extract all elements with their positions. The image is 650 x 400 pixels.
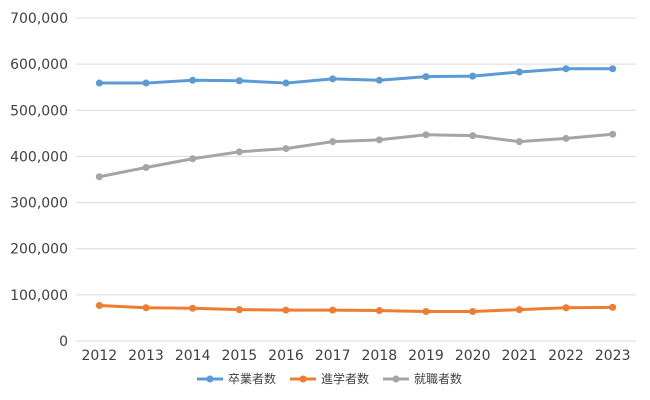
- data-point: [422, 307, 430, 315]
- x-axis-tick-labels: 2012 2013 2014 2015 2016 2017 2018 2019 2020 2021…: [82, 348, 631, 364]
- data-point: [609, 65, 617, 73]
- data-point: [189, 155, 197, 163]
- x-tick-label: 2016: [268, 348, 304, 364]
- data-point: [142, 79, 150, 87]
- data-point: [95, 79, 103, 87]
- data-point: [95, 301, 103, 309]
- data-point: [609, 130, 617, 138]
- data-point: [562, 65, 570, 73]
- series-line: [97, 303, 615, 313]
- data-point: [282, 79, 290, 87]
- legend-marker-icon: [392, 375, 400, 383]
- x-tick-label: 2013: [128, 348, 164, 364]
- data-point: [282, 306, 290, 314]
- data-point: [515, 306, 523, 314]
- data-point: [469, 307, 477, 315]
- series-1: [95, 301, 617, 315]
- data-point: [329, 306, 337, 314]
- y-tick-label: 300,000: [10, 196, 68, 212]
- y-tick-label: 500,000: [10, 103, 68, 119]
- legend-label: 卒業者数: [228, 371, 276, 386]
- data-point: [235, 77, 243, 85]
- data-point: [282, 145, 290, 153]
- legend-marker-icon: [206, 375, 214, 383]
- series-2: [95, 130, 617, 181]
- x-tick-label: 2022: [548, 348, 584, 364]
- x-tick-label: 2020: [455, 348, 491, 364]
- legend-marker-icon: [299, 375, 307, 383]
- legend: 卒業者数 進学者数 就職者数: [197, 371, 462, 386]
- data-point: [469, 72, 477, 80]
- x-tick-label: 2017: [315, 348, 351, 364]
- x-tick-label: 2019: [408, 348, 444, 364]
- y-tick-label: 600,000: [10, 57, 68, 73]
- data-point: [609, 303, 617, 311]
- y-tick-label: 700,000: [10, 11, 68, 27]
- x-tick-label: 2023: [595, 348, 631, 364]
- series-0: [95, 65, 617, 87]
- legend-item: 卒業者数: [197, 371, 276, 386]
- y-axis-tick-labels: 0 100,000 200,000 300,000 400,000 500,000 600,…: [10, 11, 68, 350]
- x-tick-label: 2015: [222, 348, 258, 364]
- series-lines: [95, 65, 617, 315]
- data-point: [422, 73, 430, 81]
- y-tick-label: 400,000: [10, 149, 68, 165]
- data-point: [375, 136, 383, 144]
- data-point: [142, 164, 150, 172]
- legend-item: 就職者数: [383, 371, 462, 386]
- legend-label: 進学者数: [321, 371, 369, 386]
- series-line: [97, 132, 615, 179]
- data-point: [189, 76, 197, 84]
- data-point: [375, 307, 383, 315]
- legend-label: 就職者数: [414, 371, 462, 386]
- data-point: [562, 134, 570, 142]
- x-tick-label: 2018: [362, 348, 398, 364]
- y-tick-label: 200,000: [10, 242, 68, 258]
- gridlines: [76, 17, 636, 342]
- y-tick-label: 100,000: [10, 288, 68, 304]
- data-point: [469, 132, 477, 140]
- data-point: [515, 138, 523, 146]
- data-point: [235, 306, 243, 314]
- y-tick-label: 0: [59, 334, 68, 350]
- legend-item: 進学者数: [290, 371, 369, 386]
- data-point: [95, 173, 103, 181]
- data-point: [422, 131, 430, 139]
- data-point: [329, 75, 337, 83]
- x-tick-label: 2012: [82, 348, 118, 364]
- x-tick-label: 2021: [502, 348, 538, 364]
- data-point: [189, 304, 197, 312]
- data-point: [375, 76, 383, 84]
- data-point: [562, 304, 570, 312]
- data-point: [142, 304, 150, 312]
- series-line: [97, 67, 615, 85]
- data-point: [235, 148, 243, 156]
- data-point: [329, 138, 337, 146]
- x-tick-label: 2014: [175, 348, 211, 364]
- data-point: [515, 68, 523, 76]
